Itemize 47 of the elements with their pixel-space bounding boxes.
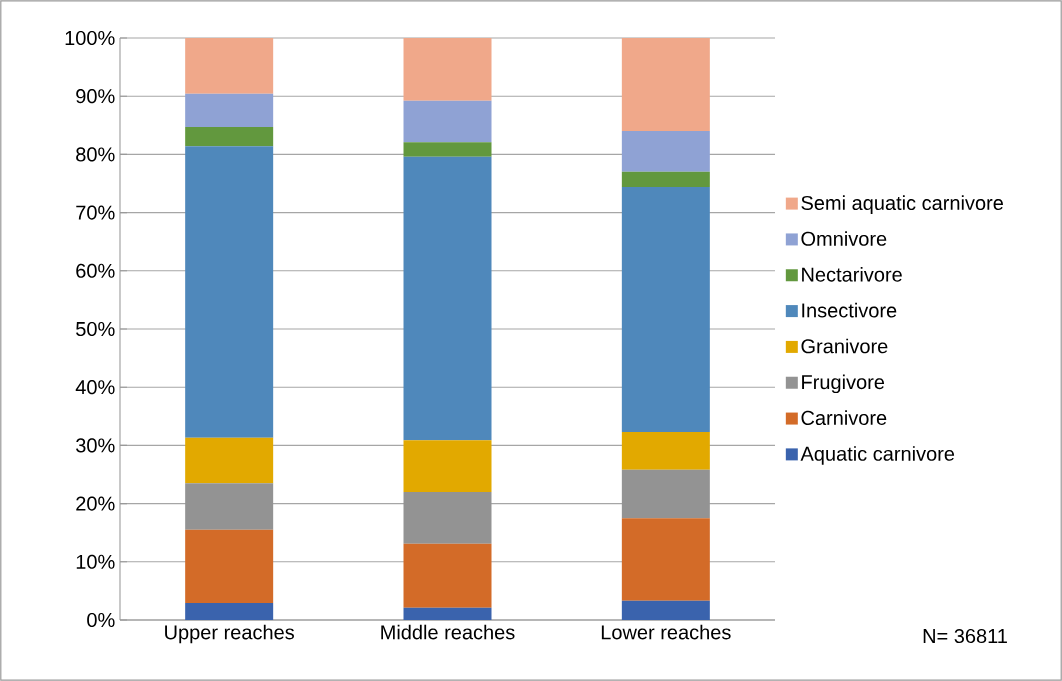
bar	[621, 131, 710, 172]
legend-label: Semi aquatic carnivore	[801, 195, 1003, 214]
bar	[185, 437, 274, 484]
bar	[403, 607, 492, 620]
y-tick-label: 0%	[87, 612, 115, 628]
x-tick-label: Middle reaches	[381, 624, 515, 640]
x-tick-label: Upper reaches	[165, 624, 294, 644]
bar	[621, 432, 710, 470]
y-tick-label: 100%	[65, 30, 115, 46]
bar	[403, 491, 492, 544]
legend-label: Carnivore	[801, 410, 887, 425]
y-tick-label: 10%	[76, 554, 115, 569]
y-tick-label: 20%	[76, 496, 115, 511]
bar	[621, 600, 710, 620]
legend-label: Frugivore	[802, 374, 885, 394]
bar	[403, 142, 492, 157]
legend-label: Nectarivore	[802, 267, 902, 282]
bar	[185, 603, 274, 620]
bar	[621, 37, 710, 132]
y-tick-label: 80%	[76, 147, 115, 162]
bar	[621, 518, 710, 601]
bar	[185, 146, 274, 438]
bar	[403, 100, 492, 143]
legend-label: Granivore	[801, 338, 888, 354]
bar	[621, 171, 710, 187]
y-tick-label: 60%	[76, 263, 115, 278]
bar	[185, 127, 274, 147]
bar	[403, 543, 492, 608]
y-tick-label: 90%	[76, 89, 115, 104]
y-tick-label: 30%	[76, 438, 115, 453]
bar	[621, 469, 710, 519]
y-tick-label: 50%	[76, 321, 115, 337]
bar	[185, 37, 274, 94]
bar	[185, 483, 274, 530]
legend-label: Aquatic carnivore	[800, 446, 955, 465]
y-tick-label: 40%	[75, 380, 115, 395]
bar	[185, 529, 274, 604]
bar	[403, 440, 492, 492]
x-tick-label: Lower reaches	[601, 624, 731, 640]
bar	[621, 186, 710, 433]
bar	[403, 37, 492, 101]
legend-label: Insectivore	[802, 302, 897, 318]
legend-label: Omnivore	[801, 231, 887, 246]
bar	[185, 93, 274, 128]
text: N= 36811	[923, 628, 1007, 644]
y-tick-label: 70%	[76, 205, 115, 220]
bar	[403, 156, 492, 441]
